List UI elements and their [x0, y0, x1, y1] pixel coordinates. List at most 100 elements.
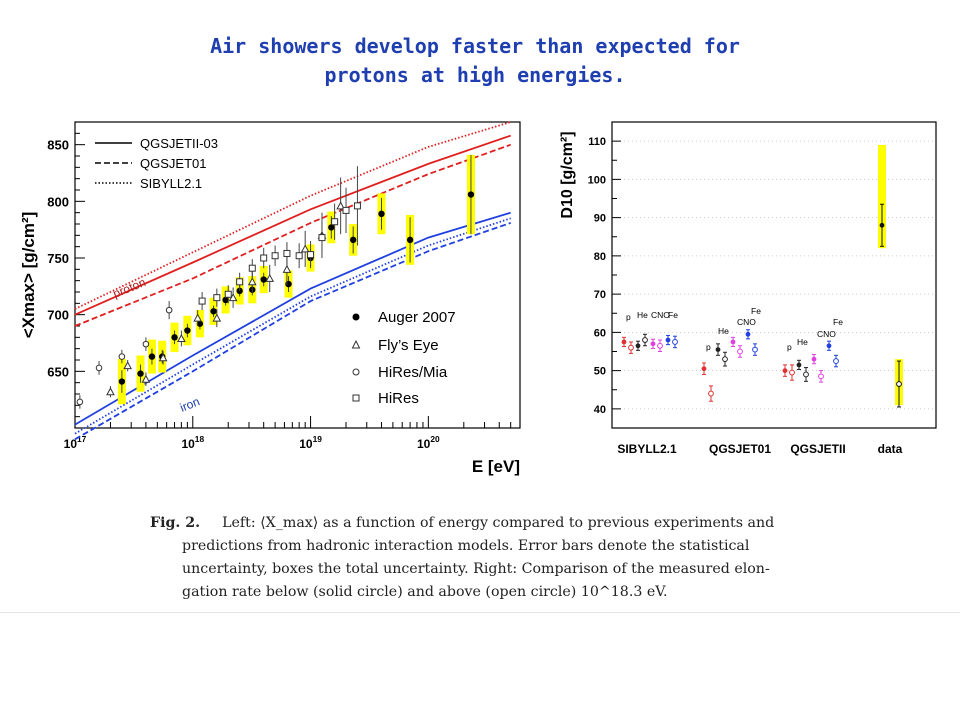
flys-eye-point [123, 361, 133, 370]
left-x-tick-label: 1017 [64, 434, 87, 451]
auger-point [285, 280, 292, 288]
auger-point [222, 296, 229, 304]
auger-point [467, 191, 475, 198]
auger-point [210, 308, 217, 315]
left-y-tick-label: 800 [47, 194, 69, 209]
auger-point [148, 353, 156, 360]
composition-label: CNO [737, 317, 756, 327]
data-legend-label: Fly’s Eye [378, 337, 439, 354]
right-y-axis-title: D10 [g/cm²] [559, 131, 576, 218]
right-category-label: QGSJET01 [709, 442, 771, 456]
right-point-below [701, 366, 707, 372]
flys-eye-point [336, 201, 345, 210]
caption-line-2: predictions from hadronic interaction mo… [182, 538, 750, 554]
figure-caption: Fig. 2. Left: ⟨X_max⟩ as a function of en… [150, 512, 850, 604]
left-y-axis-title-group: <Xmax> [g/cm²] [19, 212, 38, 339]
auger-point [137, 370, 144, 377]
hires-point [213, 294, 221, 302]
right-point-above [628, 344, 634, 351]
composition-label: CNO [651, 310, 670, 320]
right-y-tick-label: 60 [594, 327, 606, 339]
model-curve-qgsjet01-proton [74, 143, 512, 327]
right-point-above [818, 373, 824, 380]
composition-label: Fe [751, 306, 761, 316]
model-curve-sibyll2-1-iron [74, 217, 511, 435]
hires-point [318, 234, 326, 242]
right-point-above [642, 337, 648, 343]
caption-line-3: uncertainty, boxes the total uncertainty… [182, 561, 770, 577]
right-point-above [833, 358, 839, 364]
composition-label: He [637, 310, 648, 320]
right-point-below [665, 337, 671, 343]
hires-point [260, 254, 268, 262]
flys-eye-point [300, 244, 310, 253]
hires-mia-point [118, 353, 126, 360]
right-point-above [672, 339, 678, 345]
caption-line-4: gation rate below (solid circle) and abo… [182, 584, 668, 600]
right-point-below [826, 343, 832, 349]
hires-point [236, 278, 244, 286]
right-y-tick-label: 80 [594, 251, 606, 263]
flys-eye-point [106, 387, 115, 396]
right-point-below [621, 339, 627, 345]
right-point-below [796, 362, 802, 368]
right-point-below [811, 356, 817, 362]
flys-eye-point [212, 313, 222, 322]
right-plot-frame [611, 121, 937, 429]
model-legend-label: QGSJET01 [140, 156, 206, 171]
right-y-tick-label: 90 [594, 213, 606, 225]
flys-eye-point [158, 353, 168, 362]
right-point-below [782, 368, 788, 374]
model-curve-sibyll2-1-proton [74, 121, 511, 310]
caption-line-1: Left: ⟨X_max⟩ as a function of energy co… [222, 515, 775, 531]
hires-mia-point [165, 306, 173, 314]
right-y-tick-label: 70 [594, 289, 606, 301]
model-legend-label: SIBYLL2.1 [140, 176, 202, 191]
left-y-tick-label: 650 [47, 364, 69, 379]
right-point-above [803, 371, 809, 378]
right-point-above [708, 390, 714, 397]
data-legend-label: HiRes/Mia [378, 364, 448, 381]
right-point-above [752, 346, 758, 353]
auger-point [196, 320, 204, 327]
left-y-tick-label: 850 [47, 138, 69, 153]
model-curve-qgsjetii-03-proton [74, 134, 511, 316]
flys-eye-point [265, 273, 275, 282]
hires-point [271, 252, 279, 260]
right-y-tick-label: 110 [588, 136, 606, 148]
left-plot-frame [74, 121, 521, 429]
model-curve-qgsjetii-03-iron [74, 211, 511, 426]
hires-point [198, 297, 206, 305]
iron-band-label: iron [178, 394, 202, 414]
model-curve-qgsjet01-iron [74, 222, 511, 441]
right-category-label: QGSJETII [790, 442, 845, 456]
hires-point [342, 206, 350, 214]
left-x-tick-label: 1020 [417, 434, 440, 451]
right-y-tick-label: 40 [594, 404, 606, 416]
auger-point [260, 276, 267, 283]
left-x-tick-label: 1019 [299, 434, 322, 451]
hires-point [295, 252, 303, 260]
auger-point [118, 378, 126, 385]
right-y-tick-label: 100 [588, 174, 606, 186]
right-point-below [730, 339, 736, 345]
hires-point [307, 251, 315, 259]
auger-point [349, 236, 357, 244]
right-y-tick-label: 50 [594, 366, 606, 378]
auger-point [184, 327, 191, 334]
hires-mia-point [76, 398, 84, 406]
composition-label: CNO [817, 329, 836, 339]
flys-eye-point [177, 333, 186, 342]
composition-label: Fe [833, 317, 843, 327]
auger-point [378, 210, 385, 217]
model-legend-label: QGSJETII-03 [140, 136, 218, 151]
flys-eye-point [193, 313, 202, 322]
slide-title: Air showers develop faster than expected… [150, 32, 800, 90]
data-legend-marker [352, 394, 360, 402]
data-legend-marker [352, 313, 360, 321]
right-point-below [745, 331, 751, 337]
right-point-below [650, 341, 656, 347]
left-x-tick-label: 1018 [181, 434, 204, 451]
composition-label: He [718, 326, 729, 336]
